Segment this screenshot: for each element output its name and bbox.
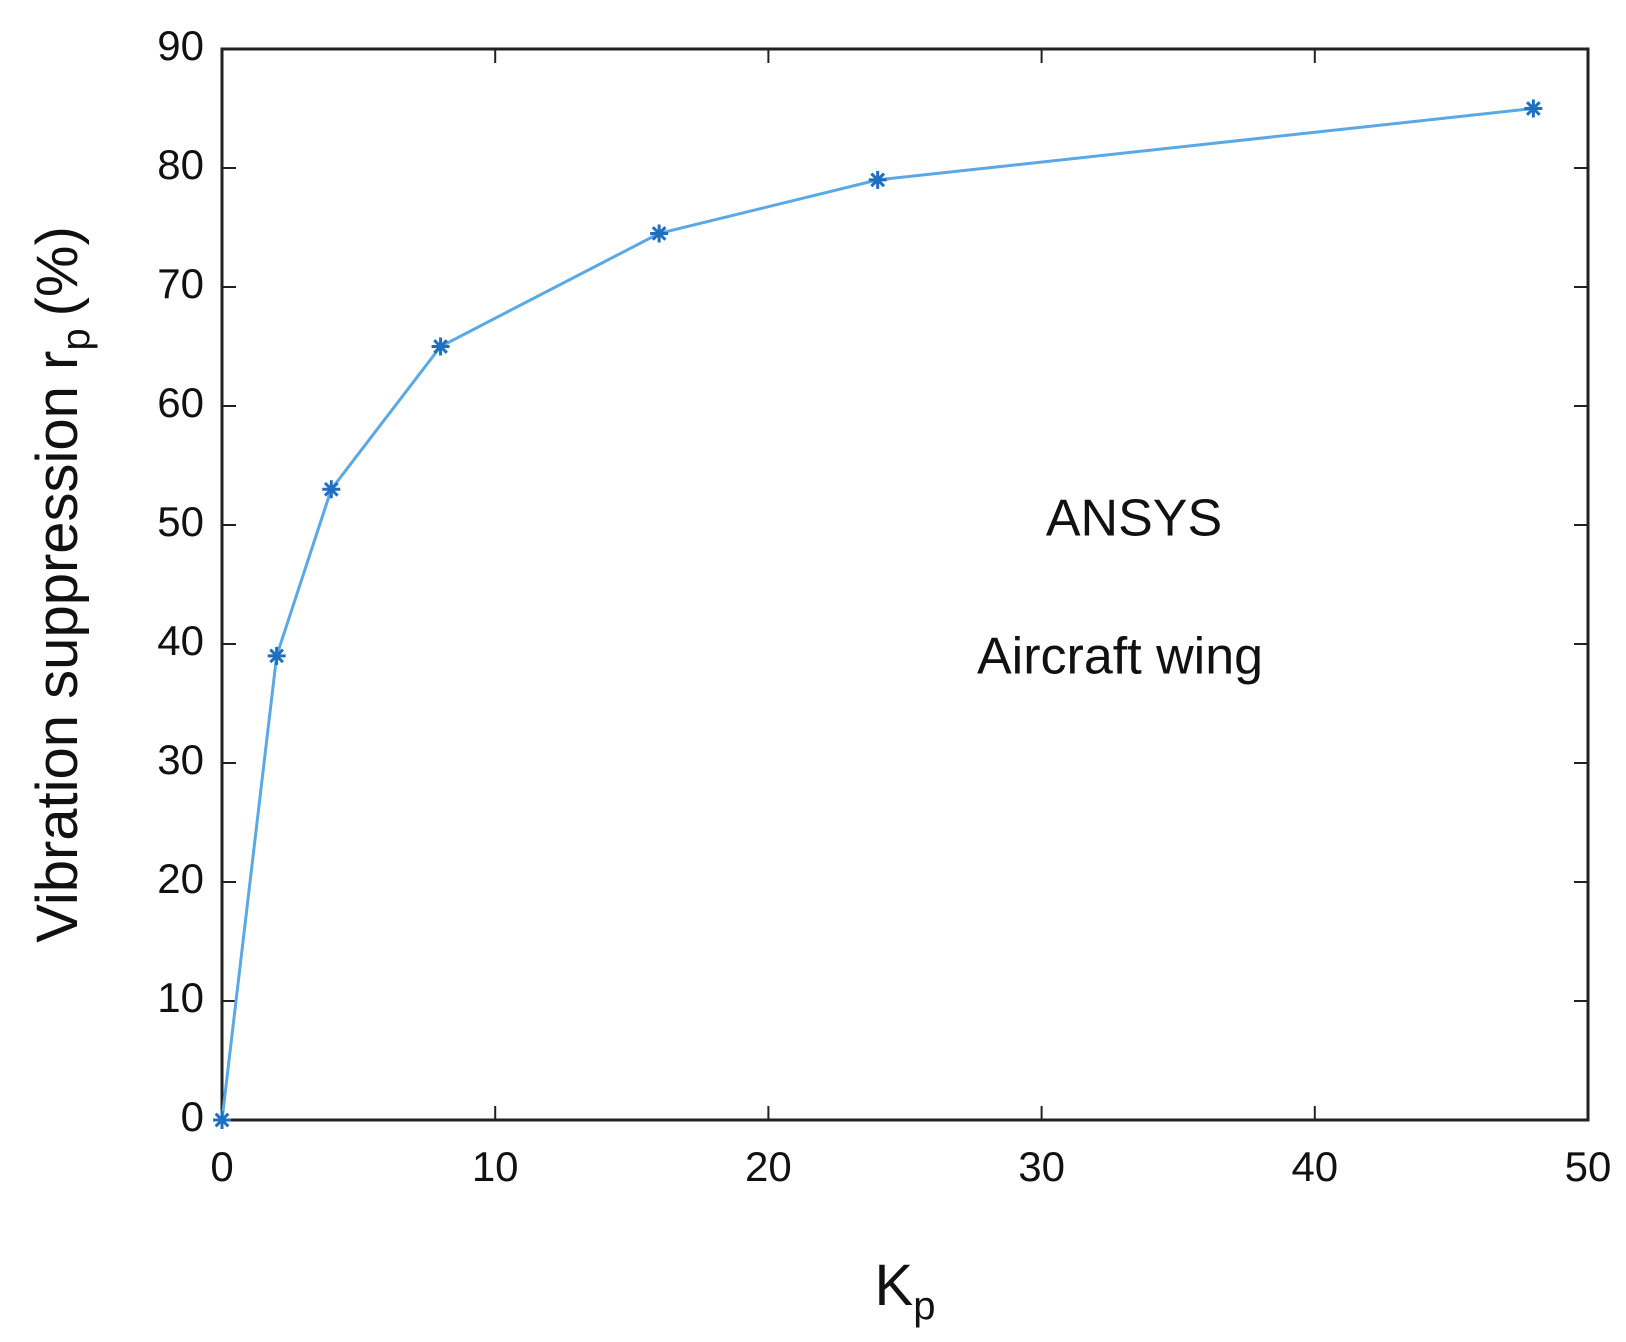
y-tick-label: 0 — [181, 1093, 204, 1140]
y-tick-label: 80 — [157, 141, 204, 188]
x-label-main: K — [875, 1253, 914, 1318]
y-label-main: Vibration suppression r — [25, 351, 90, 943]
data-marker — [1524, 99, 1543, 118]
data-marker — [267, 646, 286, 665]
y-tick-label: 70 — [157, 260, 204, 307]
data-marker — [868, 170, 887, 189]
annotation: Aircraft wing — [977, 628, 1263, 686]
y-label-sub: p — [54, 328, 98, 350]
data-marker — [322, 480, 341, 499]
data-line — [220, 107, 1534, 1121]
y-tick-label: 30 — [157, 736, 204, 783]
data-marker — [213, 1111, 231, 1129]
x-tick-label: 10 — [472, 1143, 519, 1190]
y-label-unit: (%) — [25, 226, 90, 316]
x-tick-label: 50 — [1565, 1143, 1612, 1190]
x-tick-label: 30 — [1018, 1143, 1065, 1190]
x-tick-label: 40 — [1291, 1143, 1338, 1190]
annotation: ANSYS — [1046, 490, 1222, 548]
data-marker — [431, 337, 450, 356]
y-tick-label: 40 — [157, 617, 204, 664]
y-axis-label: Vibration suppression rp (%) — [25, 226, 97, 943]
y-tick-label: 20 — [157, 855, 204, 902]
x-tick-label: 0 — [210, 1143, 233, 1190]
x-label-sub: p — [913, 1284, 935, 1328]
data-marker — [650, 224, 669, 243]
plot-frame — [220, 47, 1590, 1122]
y-tick-label: 90 — [157, 22, 204, 69]
x-tick-label: 20 — [745, 1143, 792, 1190]
y-tick-label: 60 — [157, 379, 204, 426]
x-axis-label: Kp — [875, 1253, 936, 1327]
y-tick-label: 10 — [157, 974, 204, 1021]
y-tick-label: 50 — [157, 498, 204, 545]
